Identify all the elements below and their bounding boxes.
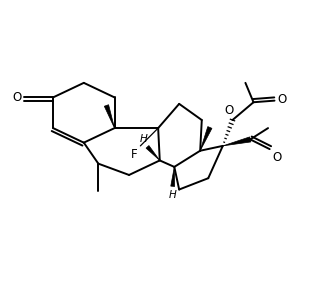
Polygon shape <box>223 137 251 146</box>
Text: O: O <box>272 151 281 164</box>
Polygon shape <box>171 167 175 186</box>
Text: H: H <box>169 190 177 200</box>
Text: O: O <box>277 93 286 106</box>
Text: O: O <box>12 91 22 104</box>
Text: O: O <box>224 104 233 117</box>
Polygon shape <box>200 127 212 151</box>
Text: H: H <box>140 134 147 144</box>
Polygon shape <box>146 145 160 160</box>
Polygon shape <box>104 105 114 128</box>
Text: F: F <box>131 148 138 160</box>
